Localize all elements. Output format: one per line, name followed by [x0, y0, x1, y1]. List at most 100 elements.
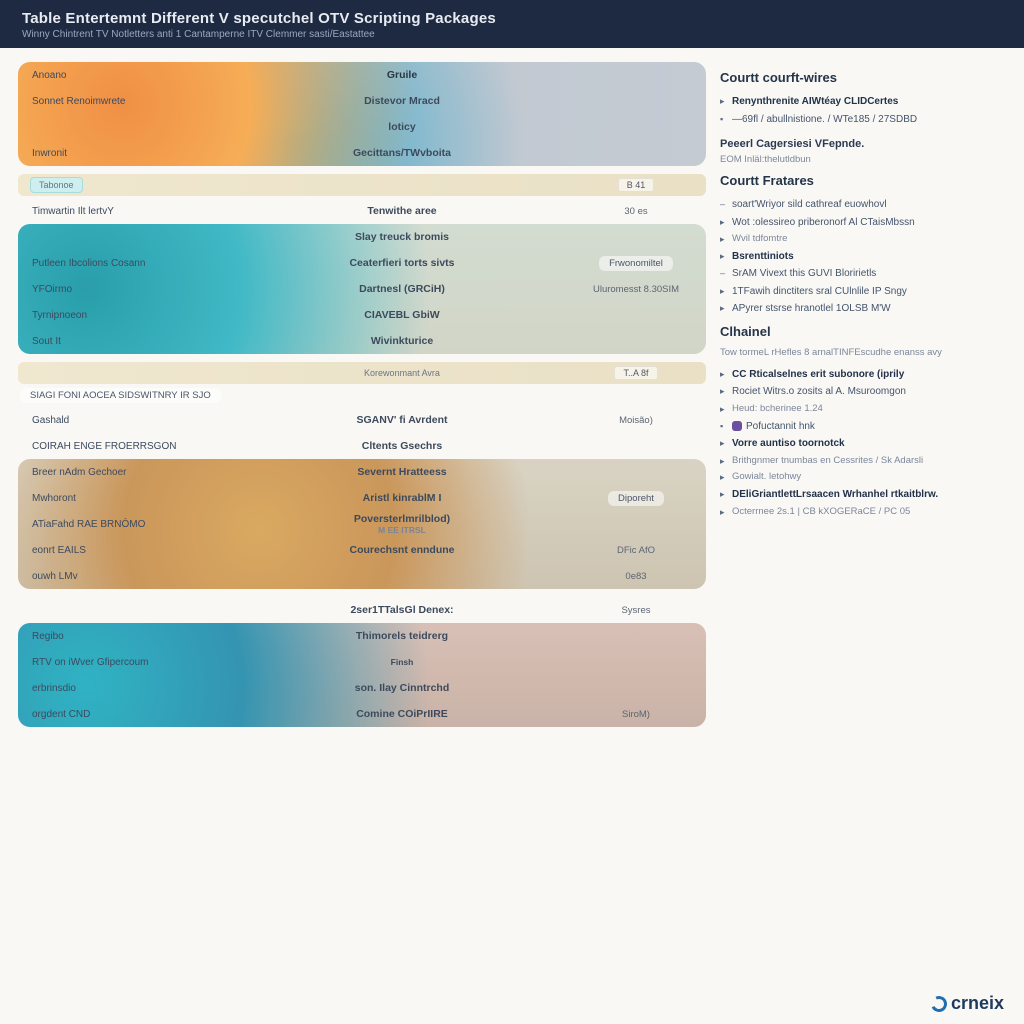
col-right: 30 es	[566, 206, 706, 217]
col-right: 0e83	[566, 571, 706, 582]
col-right: SiroM)	[566, 709, 706, 720]
col-right: Moisão)	[566, 415, 706, 426]
col-left: Anoano	[18, 70, 238, 81]
col-left: orgdent CND	[18, 709, 238, 720]
brand-logo: crneix	[931, 993, 1004, 1014]
col-center: son. Ilay Cinntrchd	[238, 682, 566, 694]
col-left: Regibo	[18, 631, 238, 642]
col-right: Uluromesst 8.30SIM	[566, 284, 706, 295]
sidebar-item: —69fl / abullnistione. / WTe185 / 27SDBD	[720, 111, 1006, 129]
col-left: Sonnet Renoimwrete	[18, 96, 238, 107]
col-center: Finsh	[238, 657, 566, 667]
col-center: Aristl kinrablM I	[238, 492, 566, 504]
page-body: AnoanoGruileSonnet RenoimwreteDistevor M…	[0, 48, 1024, 1022]
page-header: Table Entertemnt Different V specutchel …	[0, 0, 1024, 48]
sidebar-item: Pofuctannit hnk	[720, 418, 1006, 436]
table-row: MwhorontAristl kinrablM I Diporeht	[18, 485, 706, 511]
sidebar-item: Vorre auntiso toornotck	[720, 435, 1006, 453]
table-row: AnoanoGruile	[18, 62, 706, 88]
col-center: Thimorels teidrerg	[238, 630, 566, 642]
swirl-icon	[929, 993, 950, 1014]
value-pill: Frwonomiltel	[599, 256, 673, 271]
sidebar-section-title: Courtt courft-wires	[720, 70, 1006, 85]
table-row: Sout ItWivinkturice	[18, 328, 706, 354]
table-row: erbrinsdioson. Ilay Cinntrchd	[18, 675, 706, 701]
table-row: Putleen Ibcolions CosannCeaterfieri tort…	[18, 250, 706, 276]
sidebar-section-title: Clhainel	[720, 324, 1006, 339]
sidebar-item: DEliGriantlettLrsaacen Wrhanhel rtkaitbl…	[720, 486, 1006, 504]
col-left: YFOirmo	[18, 284, 238, 295]
col-left: ouwh LMv	[18, 571, 238, 582]
package-block: AnoanoGruileSonnet RenoimwreteDistevor M…	[18, 62, 706, 166]
table-row: 2ser1TTalsGl Denex:Sysres	[18, 597, 706, 623]
page-title: Table Entertemnt Different V specutchel …	[22, 10, 1002, 27]
square-icon	[732, 421, 742, 431]
sidebar-lead: Tow tormeL rHefles 8 arnalTINFEscudhe en…	[720, 347, 1006, 358]
col-left: Putleen Ibcolions Cosann	[18, 258, 238, 269]
col-left: erbrinsdio	[18, 683, 238, 694]
sidebar-item: soart'Wriyor sild cathreaf euowhovl	[720, 196, 1006, 214]
main-column: AnoanoGruileSonnet RenoimwreteDistevor M…	[0, 48, 714, 1022]
table-row: ATiaFahd RAE BRNÓMOPoversterlmrilblod)M …	[18, 511, 706, 537]
sidebar-list: soart'Wriyor sild cathreaf euowhovlWot :…	[720, 196, 1006, 318]
col-center: SGANV' fi Avrdent	[238, 414, 566, 426]
col-left: COIRAH ENGE FROERRSGON	[18, 441, 238, 452]
col-right: Sysres	[566, 605, 706, 616]
col-center: Dartnesl (GRCiH)	[238, 283, 566, 295]
col-right: Diporeht	[566, 491, 706, 506]
page-subtitle: Winny Chintrent TV Notletters anti 1 Can…	[22, 29, 1002, 40]
footer-right: B 41	[566, 178, 706, 192]
table-row: YFOirmoDartnesl (GRCiH)Uluromesst 8.30SI…	[18, 276, 706, 302]
value-box: T..A 8f	[614, 366, 657, 380]
col-center: Gecittans/TWvboita	[238, 147, 566, 159]
sidebar-item: Brithgnmer tnumbas en Cessrites / Sk Ada…	[720, 453, 1006, 470]
table-row: eonrt EAILSCourechsnt ennduneDFic AfO	[18, 537, 706, 563]
footer-chip: Tabonoe	[30, 177, 83, 193]
sidebar-item: Heud: bcherinee 1.24	[720, 401, 1006, 418]
sidebar-item: 1TFawih dinctiters sral CUlnlile IP Sngy	[720, 283, 1006, 301]
package-block: Breer nAdm GechoerSevernt HratteessMwhor…	[18, 459, 706, 589]
col-center: Poversterlmrilblod)M EE ITRSL	[238, 513, 566, 535]
col-left: RTV on iWver Gfipercoum	[18, 657, 238, 668]
col-center: Distevor Mracd	[238, 95, 566, 107]
table-row: ouwh LMv 0e83	[18, 563, 706, 589]
col-center: loticy	[238, 121, 566, 133]
col-center: Gruile	[238, 69, 566, 81]
sidebar-heading: Peeerl Cagersiesi VFepnde.	[720, 138, 1006, 150]
table-row: Sonnet RenoimwreteDistevor Mracd	[18, 88, 706, 114]
sidebar-item: Wvil tdfomtre	[720, 231, 1006, 248]
col-left: Inwronit	[18, 148, 238, 159]
col-right: Frwonomiltel	[566, 256, 706, 271]
sidebar-section-title: Courtt Fratares	[720, 173, 1006, 188]
table-row: COIRAH ENGE FROERRSGONCltents Gsechrs	[18, 433, 706, 459]
col-left: Gashald	[18, 415, 238, 426]
section-pill: SIAGI FONI AOCEA SIDSWITNRY IR SJO	[20, 388, 221, 403]
sub-label: M EE ITRSL	[238, 525, 566, 535]
table-row: GashaldSGANV' fi AvrdentMoisão)	[18, 407, 706, 433]
sidebar-item: CC Rticalselnes erit subonore (iprily	[720, 366, 1006, 384]
table-row: Breer nAdm GechoerSevernt Hratteess	[18, 459, 706, 485]
col-center: Wivinkturice	[238, 335, 566, 347]
sidebar-item: Gowialt. letohwy	[720, 469, 1006, 486]
sidebar-item: Rociet Witrs.o zosits al A. Msuroomgon	[720, 383, 1006, 401]
sidebar-list: CC Rticalselnes erit subonore (iprilyRoc…	[720, 366, 1006, 521]
col-left: Mwhoront	[18, 493, 238, 504]
col-center: Courechsnt enndune	[238, 544, 566, 556]
block-footer: Korewonmant AvraT..A 8f	[18, 362, 706, 384]
col-left: ATiaFahd RAE BRNÓMO	[18, 519, 238, 530]
value-pill: Diporeht	[608, 491, 664, 506]
brand-name: crneix	[951, 993, 1004, 1014]
table-row: RegiboThimorels teidrerg	[18, 623, 706, 649]
value-box: B 41	[618, 178, 655, 192]
footer-right: T..A 8f	[566, 366, 706, 380]
sidebar-item: Wot :olessireo priberonorf Al CTaisMbssn	[720, 214, 1006, 232]
sidebar-subtext: EOM Inläl:thelutldbun	[720, 154, 1006, 165]
table-row: Slay treuck bromis	[18, 224, 706, 250]
block-footer: Tabonoe B 41	[18, 174, 706, 196]
table-row: RTV on iWver GfipercoumFinsh	[18, 649, 706, 675]
sidebar-item: SrAM Vivext this GUVI Bloririetls	[720, 265, 1006, 283]
col-left: Timwartin Ilt lertvY	[18, 206, 238, 217]
sidebar: Courtt courft-wiresRenynthrenite AIWtéay…	[714, 48, 1024, 1022]
col-center: Slay treuck bromis	[238, 231, 566, 243]
sidebar-item: APyrer stsrse hranotlel 1OLSB M'W	[720, 300, 1006, 318]
